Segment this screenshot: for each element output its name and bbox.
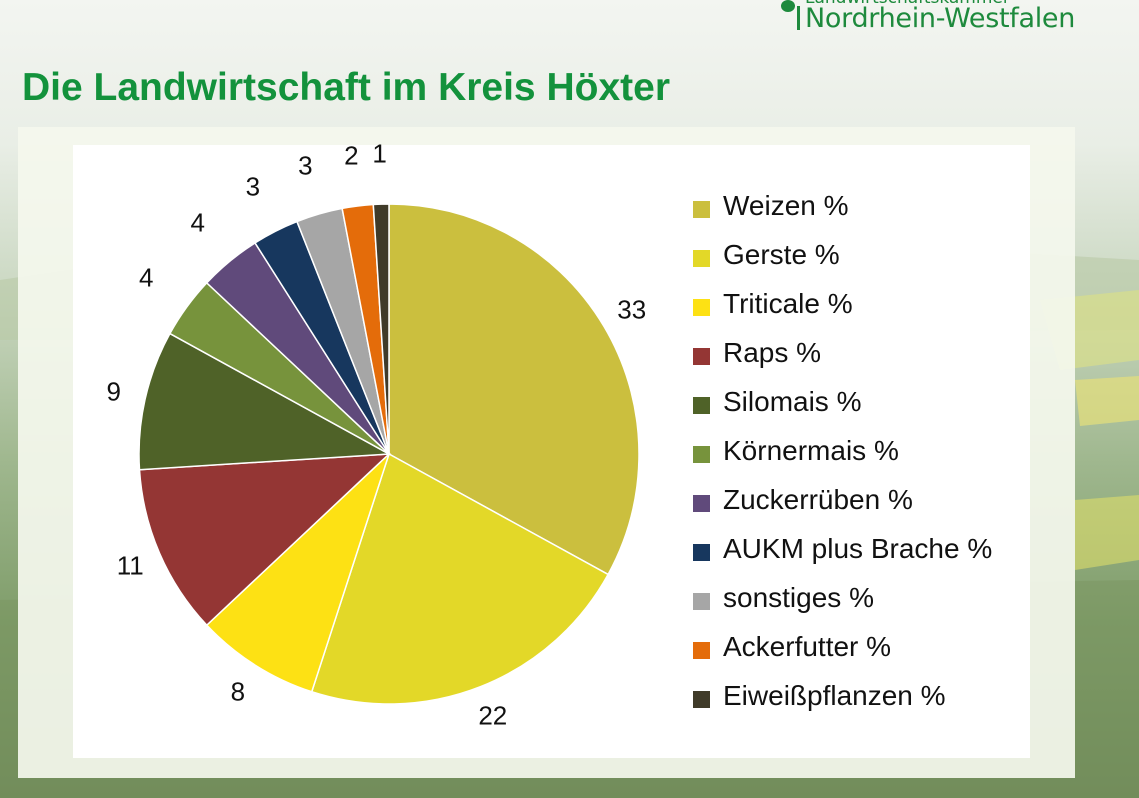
legend-swatch: [693, 250, 710, 267]
pie-slice-silomais: [138, 332, 392, 471]
legend-swatch: [693, 495, 710, 512]
legend-swatch: [693, 642, 710, 659]
legend-label: AUKM plus Brache %: [723, 533, 993, 564]
data-label-sonstiges: 3: [298, 150, 313, 181]
pie-chart-svg: [138, 203, 640, 705]
data-label-ackerfutter: 2: [344, 140, 359, 171]
legend-label: sonstiges %: [723, 582, 874, 613]
pie-slice-weizen: [388, 203, 640, 576]
legend-label: Silomais %: [723, 386, 862, 417]
legend-label: Raps %: [723, 337, 822, 368]
legend-label: Triticale %: [723, 288, 853, 319]
legend-swatch: [693, 446, 710, 463]
data-label-eiweißpflanzen: 1: [372, 138, 387, 169]
pie-chart: 33 22 8 11 9 4 4 3 3 2 1 Weizen % Gerste % Triticale…: [73, 139, 1030, 758]
lwk-logo: Landwirtschaftskammer Nordrhein-Westfale…: [781, 0, 1081, 34]
legend-label: Eiweißpflanzen %: [723, 680, 946, 711]
legend-label: Gerste %: [723, 239, 840, 270]
legend-label: Zuckerrüben %: [723, 484, 913, 515]
data-label-weizen: 33: [617, 294, 647, 325]
legend-swatch: [693, 593, 710, 610]
data-label-körnermais: 4: [139, 262, 154, 293]
legend-swatch: [693, 691, 710, 708]
data-label-aukm-plus-brache: 3: [245, 171, 261, 202]
legend-swatch: [693, 299, 710, 316]
data-label-raps: 11: [116, 550, 144, 581]
legend-label: Ackerfutter %: [723, 631, 892, 662]
data-label-gerste: 22: [478, 700, 508, 731]
logo-dot-icon: [781, 0, 795, 12]
legend-swatch: [693, 544, 710, 561]
pie-slice-eiweißpflanzen: [372, 203, 390, 455]
pie-slice-triticale: [205, 453, 390, 693]
legend-swatch: [693, 348, 710, 365]
page-title: Die Landwirtschaft im Kreis Höxter: [22, 66, 670, 109]
logo-top-text: Landwirtschaftskammer: [805, 0, 1010, 8]
logo-main-text: Nordrhein-Westfalen: [805, 3, 1076, 34]
data-label-triticale: 8: [230, 676, 246, 707]
data-label-silomais: 9: [106, 376, 122, 407]
legend-label: Weizen %: [723, 190, 849, 221]
pie-slice-gerste: [310, 452, 610, 705]
legend-swatch: [693, 397, 710, 414]
legend-label: Körnermais %: [723, 435, 899, 466]
data-label-zuckerrüben: 4: [190, 207, 205, 238]
pie-slice-raps: [138, 453, 392, 627]
logo-bar-icon: [797, 6, 800, 30]
legend-swatch: [693, 201, 710, 218]
